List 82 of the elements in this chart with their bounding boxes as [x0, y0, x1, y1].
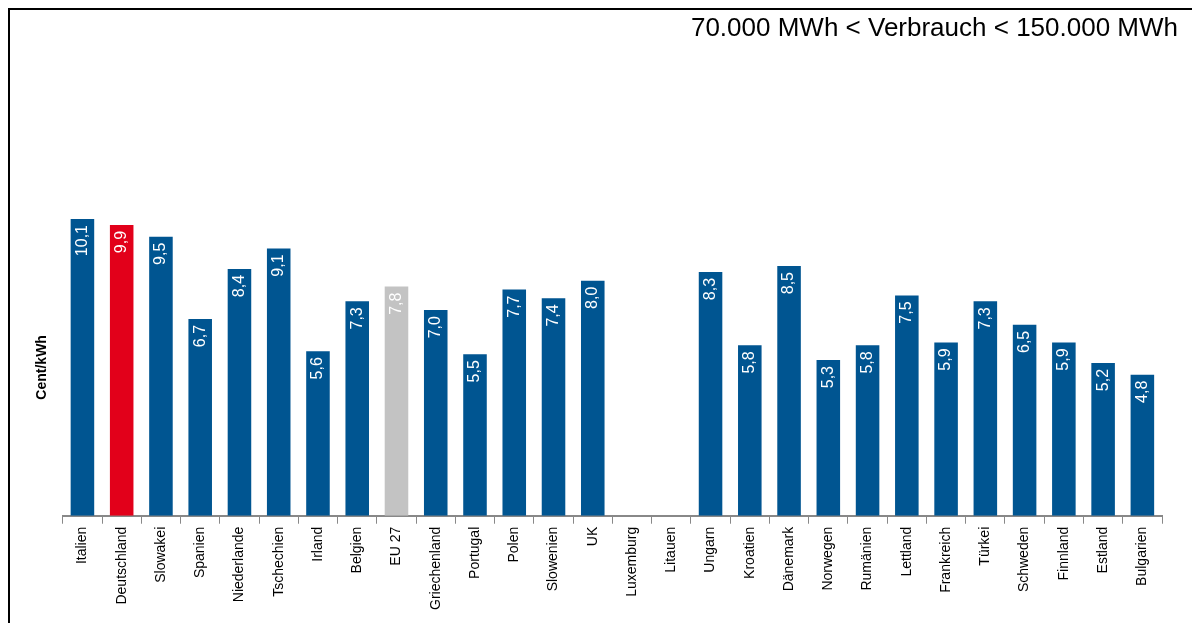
data-label: 5,8	[857, 351, 875, 374]
bar	[934, 342, 958, 516]
x-tick-label: Türkei	[976, 526, 993, 566]
data-label: 7,4	[543, 304, 561, 327]
x-tick-label: UK	[583, 526, 600, 547]
data-label: 7,3	[347, 307, 365, 330]
data-label: 5,9	[936, 348, 954, 371]
x-tick-label: Dänemark	[779, 525, 796, 592]
bar	[109, 224, 134, 516]
x-tick-label: Spanien	[191, 526, 208, 579]
bar	[580, 280, 605, 516]
data-label: 6,5	[1015, 330, 1033, 354]
x-tick-label: Ungarn	[701, 526, 718, 573]
x-tick-label: Polen	[505, 526, 522, 563]
x-tick-label: Frankreich	[936, 526, 953, 593]
bar	[463, 354, 487, 516]
bar	[306, 351, 330, 516]
x-tick-label: Finnland	[1054, 526, 1071, 581]
data-label: 5,9	[1054, 348, 1072, 371]
x-tick-label: Irland	[308, 526, 325, 562]
data-label: 8,4	[229, 274, 247, 298]
x-tick-label: Rumänien	[858, 526, 875, 591]
x-tick-label: Litauen	[662, 526, 679, 573]
x-tick-label: EU 27	[387, 526, 404, 566]
data-label: 7,5	[897, 301, 915, 324]
bar	[188, 318, 212, 516]
x-tick-label: Deutschland	[112, 526, 129, 605]
bar	[384, 286, 409, 516]
chart-title: 70.000 MWh < Verbrauch < 150.000 MWh	[690, 12, 1178, 43]
x-tick-label: Schweden	[1015, 526, 1032, 593]
x-tick-label: Italien	[73, 526, 90, 565]
x-tick-label: Lettland	[897, 526, 914, 577]
data-label: 7,0	[426, 315, 444, 339]
data-label: 7,3	[975, 307, 993, 330]
bar	[973, 301, 998, 516]
bar	[698, 271, 723, 516]
x-tick-label: Slowakei	[151, 526, 168, 583]
x-tick-label: Niederlande	[230, 526, 247, 603]
data-label: 9,5	[151, 242, 169, 265]
x-tick-label: Bulgarien	[1133, 526, 1150, 586]
data-label: 8,3	[700, 277, 718, 301]
x-tick-label: Luxemburg	[622, 526, 639, 597]
x-tick-label: Slowenien	[544, 526, 561, 592]
bar	[855, 345, 880, 516]
x-tick-label: Norwegen	[819, 526, 836, 591]
bar	[1091, 362, 1115, 516]
data-label: 8,5	[779, 271, 797, 295]
bar	[70, 219, 95, 516]
data-label: 4,8	[1132, 380, 1150, 403]
data-label: 9,9	[112, 230, 130, 254]
bar	[1130, 374, 1155, 516]
data-label: 8,0	[583, 286, 601, 309]
data-label: 6,7	[190, 324, 208, 348]
bar	[777, 266, 801, 516]
data-label: 9,1	[269, 254, 287, 277]
bar	[345, 301, 370, 516]
bar	[423, 310, 448, 516]
x-tick-label: Kroatien	[740, 526, 757, 579]
data-label: 5,5	[465, 360, 483, 383]
bar	[227, 268, 252, 516]
data-label: 5,6	[308, 357, 326, 380]
x-tick-label: Estland	[1093, 526, 1110, 574]
bar	[738, 345, 762, 516]
bar	[541, 298, 566, 516]
data-label: 5,3	[818, 365, 836, 389]
data-label: 7,8	[386, 292, 404, 315]
bar	[502, 289, 527, 516]
data-label: 7,7	[504, 295, 522, 318]
bar	[816, 360, 841, 516]
x-tick-label: Tschechien	[269, 526, 286, 597]
y-axis-title: Cent/kWh	[33, 335, 50, 400]
bar	[895, 295, 919, 516]
x-tick-label: Griechenland	[426, 526, 443, 611]
x-tick-label: Belgien	[348, 526, 365, 574]
bar	[149, 236, 173, 516]
bar	[1012, 324, 1037, 516]
data-label: 5,8	[740, 351, 758, 374]
data-label: 10,1	[72, 224, 90, 257]
bar	[1052, 342, 1076, 516]
bar	[266, 248, 291, 516]
x-tick-label: Portugal	[465, 526, 482, 579]
data-label: 5,2	[1093, 368, 1111, 392]
